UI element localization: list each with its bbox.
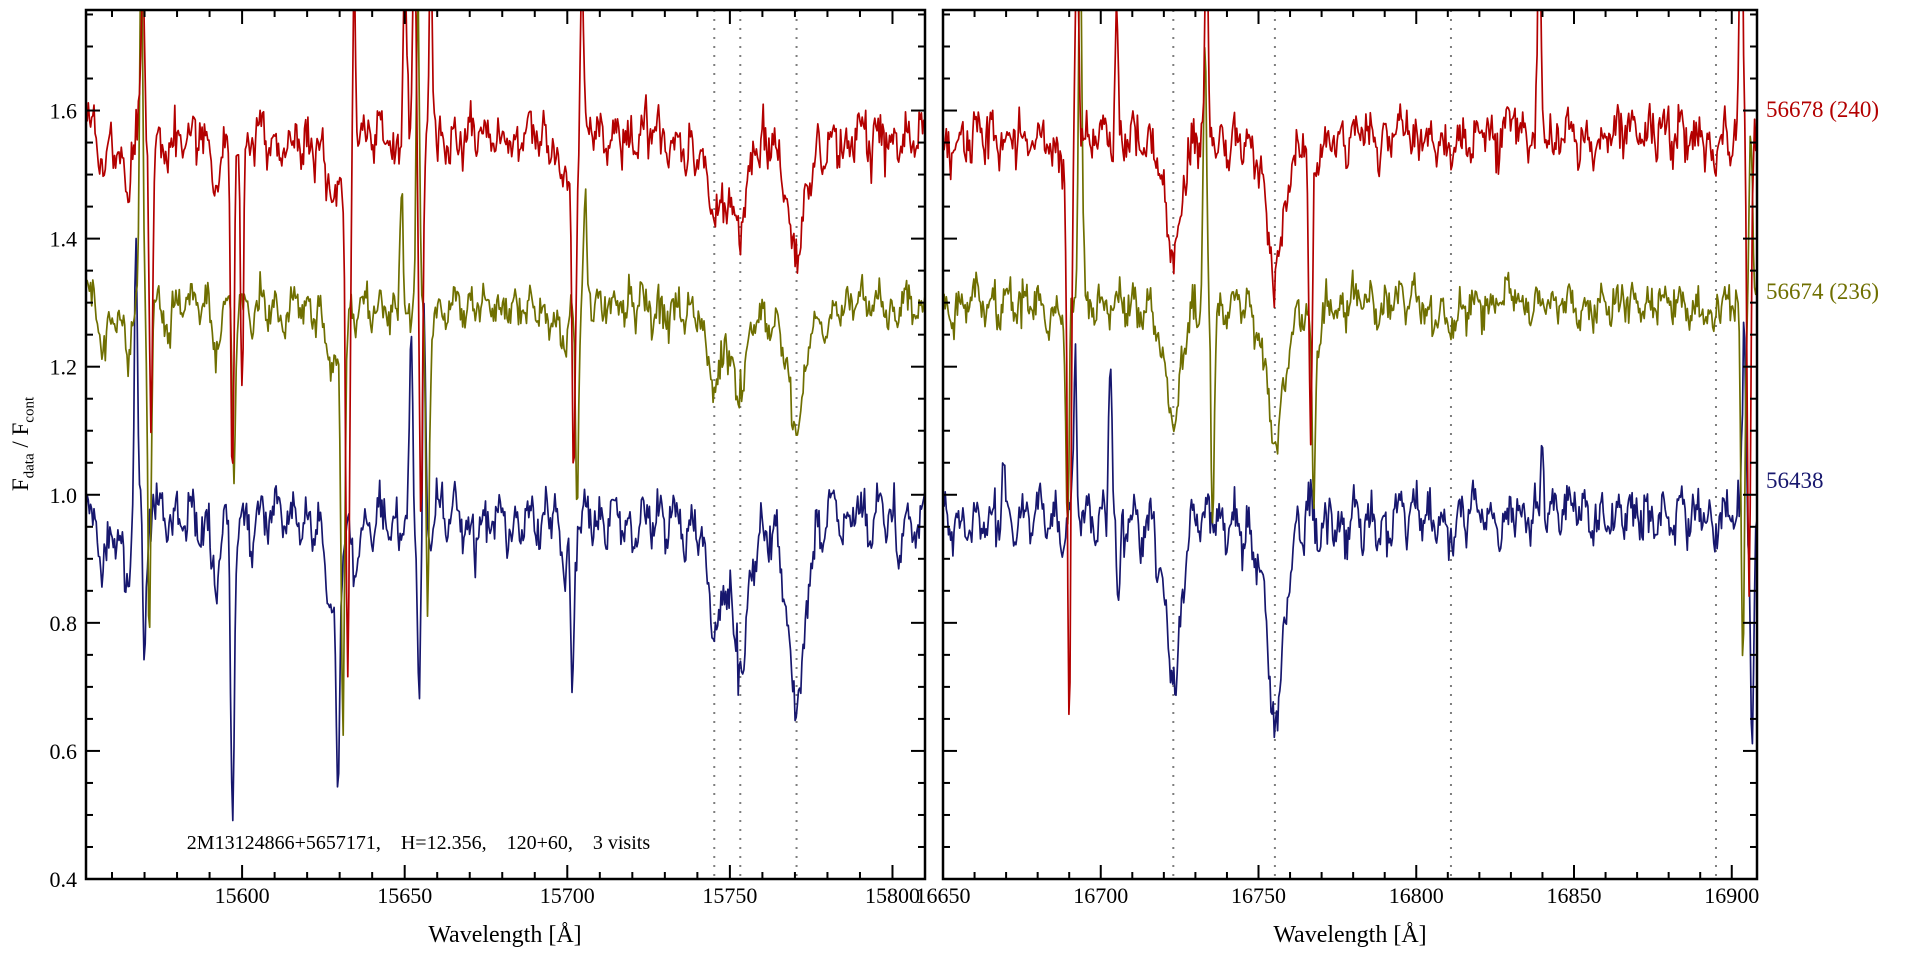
x-tick-label: 15600 [215,883,270,908]
x-tick-label: 16850 [1547,883,1602,908]
spectrum-visit-56674236-panel-1 [86,10,925,737]
reference-lines-panel-1 [713,10,798,879]
y-tick-label: 1.0 [50,483,78,508]
y-tick-label: 0.4 [50,867,78,892]
target-annotation: 2M13124866+5657171, H=12.356, 120+60, 3 … [186,831,651,854]
x-tick-label: 16650 [916,883,971,908]
series-label-56678: 56678 (240) [1766,96,1880,122]
panel-frame-2 [941,8,1759,881]
y-tick-label: 0.8 [50,611,78,636]
x-axis-label-right-panel: Wavelength [Å] [1273,922,1427,948]
series-label-56438: 56438 [1766,467,1824,493]
x-axis-label-left-panel: Wavelength [Å] [428,922,582,948]
x-tick-label: 16900 [1704,883,1759,908]
panel-frame-1 [84,8,927,881]
y-tick-label: 1.2 [50,355,78,380]
y-tick-label: 0.6 [50,739,78,764]
x-tick-label: 15750 [702,883,757,908]
spectrum-visit-56678240-panel-1 [86,10,925,678]
y-tick-label: 1.4 [50,227,78,252]
spectrum-visit-56438-panel-1 [86,237,925,822]
x-tick-label: 16700 [1073,883,1128,908]
x-tick-label: 16750 [1231,883,1286,908]
x-tick-label: 15650 [377,883,432,908]
y-tick-label: 1.6 [50,99,78,124]
x-tick-label: 16800 [1389,883,1444,908]
spectrum-visit-56438-panel-2 [943,321,1757,745]
spectrum-visit-56678240-panel-2 [943,10,1757,716]
y-axis-label: Fdata / Fcont [8,396,38,492]
series-label-56674: 56674 (236) [1766,279,1880,305]
x-tick-label: 15800 [865,883,920,908]
spectrum-visit-56674236-panel-2 [943,10,1757,657]
x-tick-label: 15700 [540,883,595,908]
